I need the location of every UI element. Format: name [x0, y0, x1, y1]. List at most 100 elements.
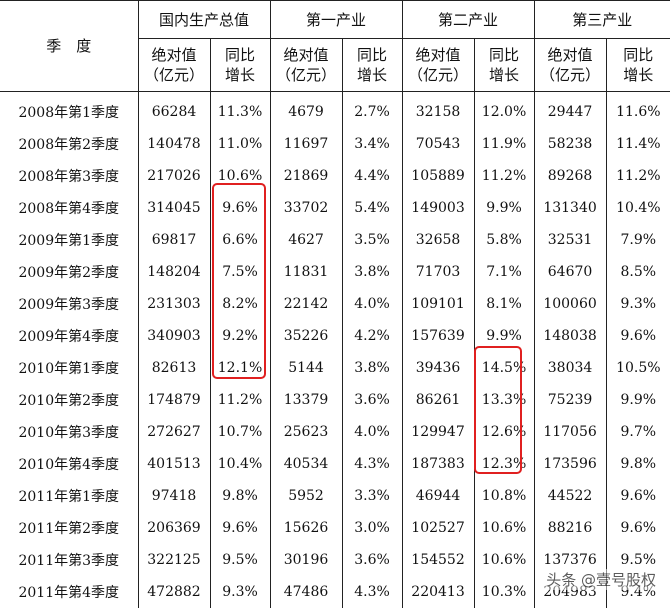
- quarter-cell: 2009年第1季度: [0, 224, 138, 256]
- yoy-value-cell: 7.1%: [474, 256, 534, 288]
- abs-value-cell: 401513: [138, 448, 210, 480]
- yoy-value-cell: 3.8%: [342, 256, 402, 288]
- abs-value-cell: 32658: [402, 224, 474, 256]
- abs-value-cell: 11831: [270, 256, 342, 288]
- group-header-secondary: 第二产业: [402, 0, 534, 39]
- abs-value-cell: 157639: [402, 320, 474, 352]
- yoy-value-cell: 4.4%: [342, 160, 402, 192]
- abs-value-cell: 40534: [270, 448, 342, 480]
- yoy-value-cell: 3.6%: [342, 384, 402, 416]
- yoy-value-cell: 10.5%: [606, 352, 670, 384]
- highlight-box-secondary-yoy: [474, 346, 522, 474]
- abs-value-cell: 5144: [270, 352, 342, 384]
- yoy-value-cell: 10.7%: [210, 416, 270, 448]
- abs-value-cell: 131340: [534, 192, 606, 224]
- abs-value-cell: 66284: [138, 92, 210, 129]
- abs-value-cell: 15626: [270, 512, 342, 544]
- abs-value-cell: 44522: [534, 480, 606, 512]
- abs-value-cell: 314045: [138, 192, 210, 224]
- quarter-cell: 2011年第4季度: [0, 576, 138, 608]
- abs-value-cell: 174879: [138, 384, 210, 416]
- abs-value-cell: 117056: [534, 416, 606, 448]
- quarter-cell: 2011年第3季度: [0, 544, 138, 576]
- yoy-value-cell: 12.0%: [474, 92, 534, 129]
- abs-header: 绝对值（亿元）: [534, 39, 606, 92]
- yoy-value-cell: 9.9%: [474, 192, 534, 224]
- abs-value-cell: 148204: [138, 256, 210, 288]
- group-header-primary: 第一产业: [270, 0, 402, 39]
- yoy-value-cell: 11.3%: [210, 92, 270, 129]
- yoy-value-cell: 9.5%: [210, 544, 270, 576]
- yoy-value-cell: 3.3%: [342, 480, 402, 512]
- group-header-tertiary: 第三产业: [534, 0, 670, 39]
- yoy-value-cell: 4.3%: [342, 448, 402, 480]
- yoy-value-cell: 3.6%: [342, 544, 402, 576]
- yoy-value-cell: 9.8%: [210, 480, 270, 512]
- abs-value-cell: 39436: [402, 352, 474, 384]
- yoy-value-cell: 3.8%: [342, 352, 402, 384]
- yoy-header: 同比增长: [606, 39, 670, 92]
- quarter-cell: 2008年第2季度: [0, 128, 138, 160]
- quarter-cell: 2011年第2季度: [0, 512, 138, 544]
- abs-value-cell: 206369: [138, 512, 210, 544]
- abs-value-cell: 100060: [534, 288, 606, 320]
- quarter-cell: 2008年第1季度: [0, 92, 138, 129]
- yoy-value-cell: 10.4%: [210, 448, 270, 480]
- yoy-value-cell: 11.9%: [474, 128, 534, 160]
- abs-value-cell: 217026: [138, 160, 210, 192]
- abs-value-cell: 29447: [534, 92, 606, 129]
- quarter-cell: 2008年第3季度: [0, 160, 138, 192]
- abs-value-cell: 187383: [402, 448, 474, 480]
- yoy-value-cell: 9.3%: [210, 576, 270, 608]
- abs-value-cell: 47486: [270, 576, 342, 608]
- abs-value-cell: 231303: [138, 288, 210, 320]
- abs-value-cell: 4627: [270, 224, 342, 256]
- yoy-value-cell: 10.6%: [474, 512, 534, 544]
- quarter-column-header: 季 度: [0, 0, 138, 92]
- abs-value-cell: 148038: [534, 320, 606, 352]
- abs-value-cell: 149003: [402, 192, 474, 224]
- abs-value-cell: 102527: [402, 512, 474, 544]
- abs-value-cell: 173596: [534, 448, 606, 480]
- yoy-value-cell: 4.0%: [342, 288, 402, 320]
- abs-value-cell: 322125: [138, 544, 210, 576]
- abs-value-cell: 32531: [534, 224, 606, 256]
- abs-value-cell: 70543: [402, 128, 474, 160]
- abs-value-cell: 33702: [270, 192, 342, 224]
- abs-value-cell: 340903: [138, 320, 210, 352]
- abs-value-cell: 22142: [270, 288, 342, 320]
- abs-value-cell: 88216: [534, 512, 606, 544]
- yoy-value-cell: 11.2%: [210, 384, 270, 416]
- abs-value-cell: 46944: [402, 480, 474, 512]
- abs-value-cell: 21869: [270, 160, 342, 192]
- yoy-value-cell: 9.8%: [606, 448, 670, 480]
- yoy-value-cell: 9.9%: [606, 384, 670, 416]
- yoy-value-cell: 8.5%: [606, 256, 670, 288]
- abs-value-cell: 129947: [402, 416, 474, 448]
- abs-value-cell: 25623: [270, 416, 342, 448]
- yoy-value-cell: 11.2%: [606, 160, 670, 192]
- abs-value-cell: 69817: [138, 224, 210, 256]
- header-row-groups: 季 度 国内生产总值 第一产业 第二产业 第三产业: [0, 0, 670, 39]
- yoy-value-cell: 4.0%: [342, 416, 402, 448]
- abs-value-cell: 4679: [270, 92, 342, 129]
- yoy-value-cell: 9.7%: [606, 416, 670, 448]
- abs-value-cell: 105889: [402, 160, 474, 192]
- abs-header: 绝对值（亿元）: [270, 39, 342, 92]
- yoy-value-cell: 4.3%: [342, 576, 402, 608]
- highlight-box-gdp-yoy: [212, 183, 266, 379]
- abs-value-cell: 35226: [270, 320, 342, 352]
- yoy-value-cell: 10.6%: [474, 544, 534, 576]
- abs-value-cell: 30196: [270, 544, 342, 576]
- abs-value-cell: 64670: [534, 256, 606, 288]
- abs-value-cell: 97418: [138, 480, 210, 512]
- yoy-value-cell: 5.4%: [342, 192, 402, 224]
